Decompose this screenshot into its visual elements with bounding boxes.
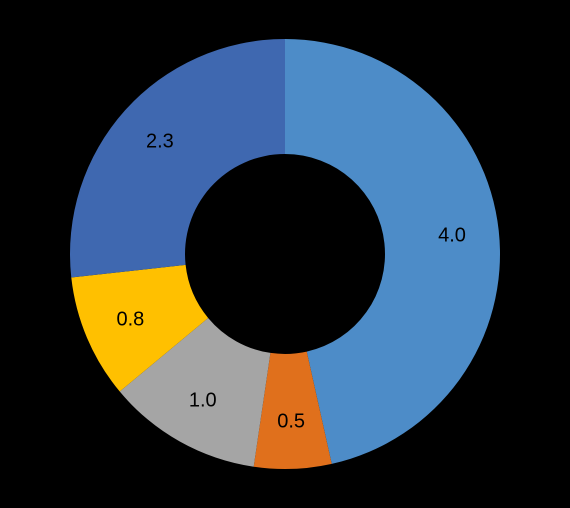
- donut-chart: 4.00.51.00.82.3: [0, 0, 570, 508]
- donut-svg: [0, 0, 570, 508]
- donut-slice: [70, 39, 285, 278]
